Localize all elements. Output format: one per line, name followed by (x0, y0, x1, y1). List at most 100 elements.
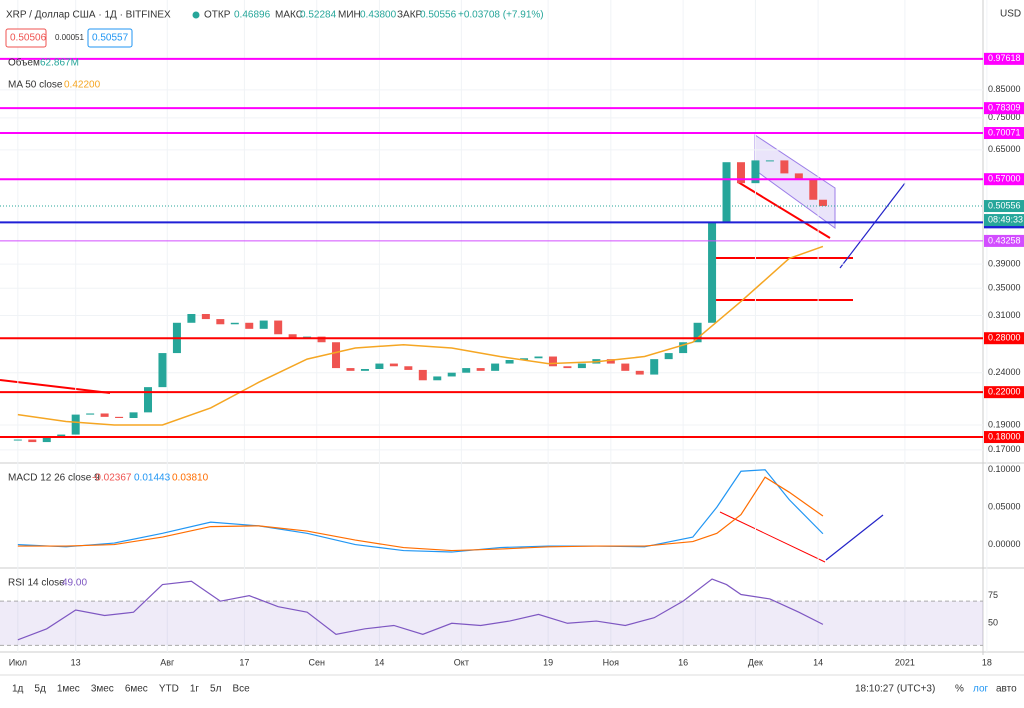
spread: 0.00051 (55, 33, 84, 42)
y-tick-label: 0.35000 (988, 283, 1021, 293)
auto-toggle[interactable]: авто (996, 684, 1017, 695)
symbol: XRP / Доллар США · 1Д · BITFINEX (6, 10, 171, 21)
y-tick-label: 0.85000 (988, 84, 1021, 94)
clock: 18:10:27 (UTC+3) (855, 684, 935, 695)
range-button[interactable]: 1д (12, 684, 24, 695)
candle (462, 368, 471, 373)
x-tick-label: 13 (71, 657, 81, 667)
candle (201, 314, 210, 320)
candle (317, 336, 326, 343)
candle (86, 413, 95, 415)
range-button[interactable]: 5д (34, 684, 46, 695)
y-tick-label: 0.39000 (988, 258, 1021, 268)
candle (274, 320, 283, 335)
y-tick-label: 75 (988, 590, 998, 600)
range-button[interactable]: 5л (210, 684, 222, 695)
bid-box[interactable] (5, 28, 47, 48)
candle (809, 179, 818, 200)
candle (71, 414, 80, 435)
range-button[interactable]: 6мес (125, 684, 148, 695)
y-tick-label: 0.05000 (988, 502, 1021, 512)
level-label-bg (984, 332, 1024, 345)
y-tick-label: 50 (988, 618, 998, 628)
candle (736, 162, 745, 184)
last-price-label-bg (984, 200, 1024, 213)
x-tick-label: Авг (160, 657, 175, 667)
range-button[interactable]: Все (232, 684, 250, 695)
level-label-bg (984, 234, 1024, 247)
candle (563, 366, 572, 369)
candle (187, 314, 196, 323)
range-button[interactable]: YTD (159, 684, 179, 695)
x-tick-label: Окт (454, 657, 469, 667)
signal-value: 0.03810 (172, 473, 209, 484)
ask[interactable]: 0.50557 (92, 33, 129, 44)
ma-label: MA 50 close (8, 80, 63, 91)
level-label: 0.70071 (988, 127, 1021, 137)
currency[interactable]: USD (1000, 9, 1021, 20)
candle (534, 356, 543, 359)
x-tick-label: 16 (678, 657, 688, 667)
candle (794, 173, 803, 180)
range-button[interactable]: 1мес (57, 684, 80, 695)
x-tick-label: Июл (9, 657, 27, 667)
candle (230, 322, 239, 325)
y-tick-label: 0.00000 (988, 539, 1021, 549)
candle (447, 372, 456, 377)
level-label: 0.28000 (988, 333, 1021, 343)
range-button[interactable]: 1г (190, 684, 200, 695)
candle (708, 222, 717, 323)
ask-box[interactable] (87, 28, 133, 48)
rsi-line (17, 578, 824, 641)
level-label-bg (984, 173, 1024, 186)
c: 0.50556 (420, 10, 457, 21)
candle (765, 160, 774, 162)
candle (332, 342, 341, 369)
percent-toggle[interactable]: % (955, 684, 964, 695)
candle (548, 356, 557, 367)
candle (375, 363, 384, 369)
candle (404, 366, 413, 370)
candle (57, 434, 66, 438)
y-tick-label: 0.65000 (988, 144, 1021, 154)
candle (129, 412, 138, 418)
candle (418, 369, 427, 381)
volume-label: Объем (8, 57, 40, 69)
o: 0.46896 (234, 10, 271, 21)
h-label: МАКС (275, 10, 303, 21)
macd-title: MACD 12 26 close 9 (8, 473, 100, 484)
change: +0.03708 (+7.91%) (458, 10, 544, 21)
level-label: 0.78309 (988, 103, 1021, 113)
candle (13, 439, 22, 441)
candle (780, 160, 789, 174)
l: 0.43800 (360, 10, 397, 21)
candle (751, 160, 760, 184)
status-dot (192, 11, 200, 19)
y-tick-label: 0.31000 (988, 310, 1021, 320)
x-tick-label: 18 (982, 657, 992, 667)
candle (520, 358, 529, 361)
candle (679, 342, 688, 354)
bid[interactable]: 0.50506 (10, 33, 47, 44)
c-label: ЗАКР (397, 10, 423, 21)
level-label: 0.43258 (988, 235, 1021, 245)
candle (476, 368, 485, 371)
countdown-bg (984, 214, 1024, 227)
l-label: МИН (338, 10, 361, 21)
range-button[interactable]: 3мес (91, 684, 114, 695)
rsi-title: RSI 14 close (8, 578, 65, 589)
level-label: 0.18000 (988, 431, 1021, 441)
level-label: 0.57000 (988, 174, 1021, 184)
level-label-bg (984, 386, 1024, 399)
level-label-bg (984, 52, 1024, 65)
macd-hist: -0.02367 (92, 473, 132, 484)
candle (346, 368, 355, 371)
macd-value: 0.01443 (134, 473, 171, 484)
countdown: 08:49:33 (988, 214, 1023, 224)
log-toggle[interactable]: лог (973, 684, 989, 695)
candle (389, 363, 398, 367)
level-label: 0.97618 (988, 53, 1021, 63)
candle (144, 387, 153, 413)
